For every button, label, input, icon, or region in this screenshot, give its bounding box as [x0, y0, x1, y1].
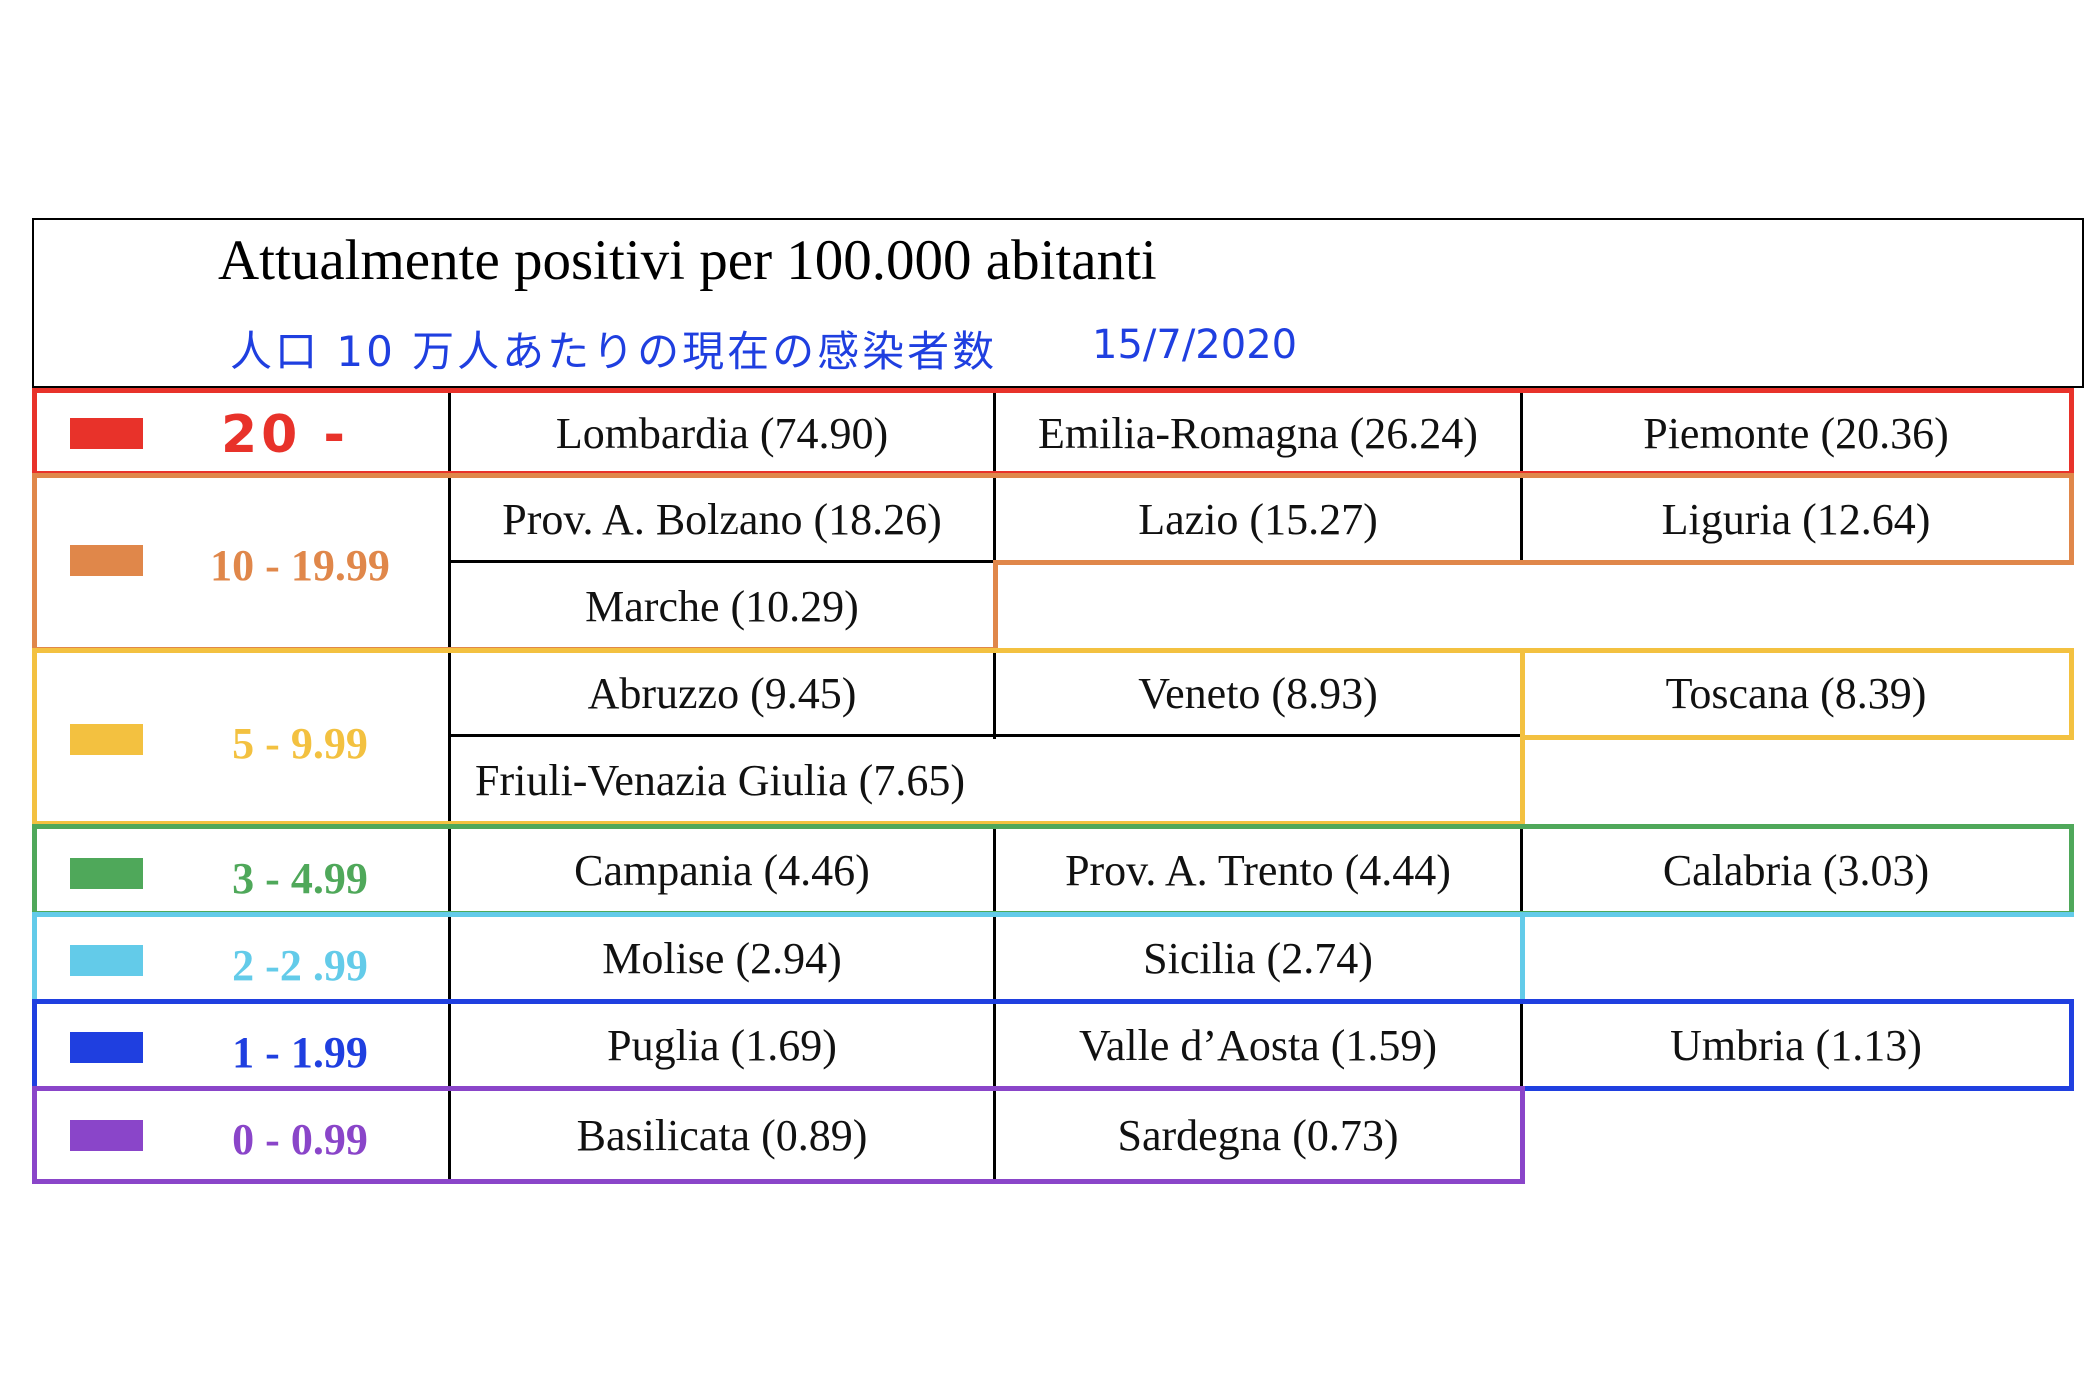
date-label: 15/7/2020	[1092, 322, 1298, 368]
range-label: 3 - 4.99	[232, 853, 368, 903]
tier-border-10	[32, 473, 2074, 565]
swatch-lightblue	[70, 945, 143, 976]
grid-vline-mid	[993, 826, 996, 1184]
region-cell: Emilia-Romagna (26.24)	[1038, 408, 1478, 458]
page-title: Attualmente positivi per 100.000 abitant…	[218, 229, 1157, 292]
swatch-orange	[70, 545, 143, 576]
region-cell: Sardegna (0.73)	[1117, 1110, 1399, 1160]
range-label: 10 - 19.99	[210, 540, 390, 590]
region-cell: Marche (10.29)	[585, 581, 859, 631]
region-cell: Lazio (15.27)	[1138, 494, 1378, 544]
subtitle-japanese: 人口 10 万人あたりの現在の感染者数	[230, 327, 998, 376]
region-cell: Basilicata (0.89)	[576, 1110, 868, 1160]
region-cell: Friuli-Venazia Giulia (7.65)	[475, 755, 965, 805]
region-cell: Calabria (3.03)	[1662, 845, 1930, 895]
swatch-purple	[70, 1120, 143, 1151]
region-cell: Liguria (12.64)	[1661, 494, 1931, 544]
tier-border-2	[32, 912, 2074, 917]
region-cell: Prov. A. Trento (4.44)	[1065, 845, 1451, 895]
range-label: 2 -2 .99	[232, 940, 368, 990]
tier-border-0	[32, 1086, 1525, 1184]
swatch-red	[70, 418, 143, 449]
grid-hline	[450, 560, 995, 563]
region-cell: Toscana (8.39)	[1665, 669, 1927, 718]
range-label: 20 -	[220, 405, 350, 465]
grid-vline-right	[1520, 1001, 1523, 1089]
range-label: 0 - 0.99	[232, 1114, 368, 1164]
swatch-yellow	[70, 724, 143, 755]
tier-border-10-part	[993, 560, 2074, 565]
grid-vline-left	[448, 388, 451, 1184]
region-cell: Piemonte (20.36)	[1643, 408, 1949, 458]
range-label: 5 - 9.99	[232, 718, 368, 768]
region-cell: Prov. A. Bolzano (18.26)	[502, 494, 942, 544]
region-cell: Lombardia (74.90)	[555, 408, 889, 458]
title-box	[32, 218, 2084, 388]
region-cell: Puglia (1.69)	[607, 1020, 837, 1070]
region-cell: Abruzzo (9.45)	[587, 669, 857, 718]
tier-border-5-part	[1520, 648, 2074, 740]
region-cell: Campania (4.46)	[574, 845, 870, 895]
grid-vline-mid	[993, 651, 996, 739]
region-cell: Veneto (8.93)	[1138, 669, 1378, 718]
region-cell: Molise (2.94)	[602, 933, 842, 983]
swatch-blue	[70, 1032, 143, 1063]
region-cell: Umbria (1.13)	[1670, 1020, 1922, 1070]
grid-hline	[450, 734, 1522, 737]
region-cell: Sicilia (2.74)	[1143, 933, 1373, 983]
region-cell: Valle d’Aosta (1.59)	[1078, 1020, 1437, 1070]
range-label: 1 - 1.99	[232, 1027, 368, 1077]
grid-vline-right	[1520, 826, 1523, 914]
swatch-green	[70, 858, 143, 889]
